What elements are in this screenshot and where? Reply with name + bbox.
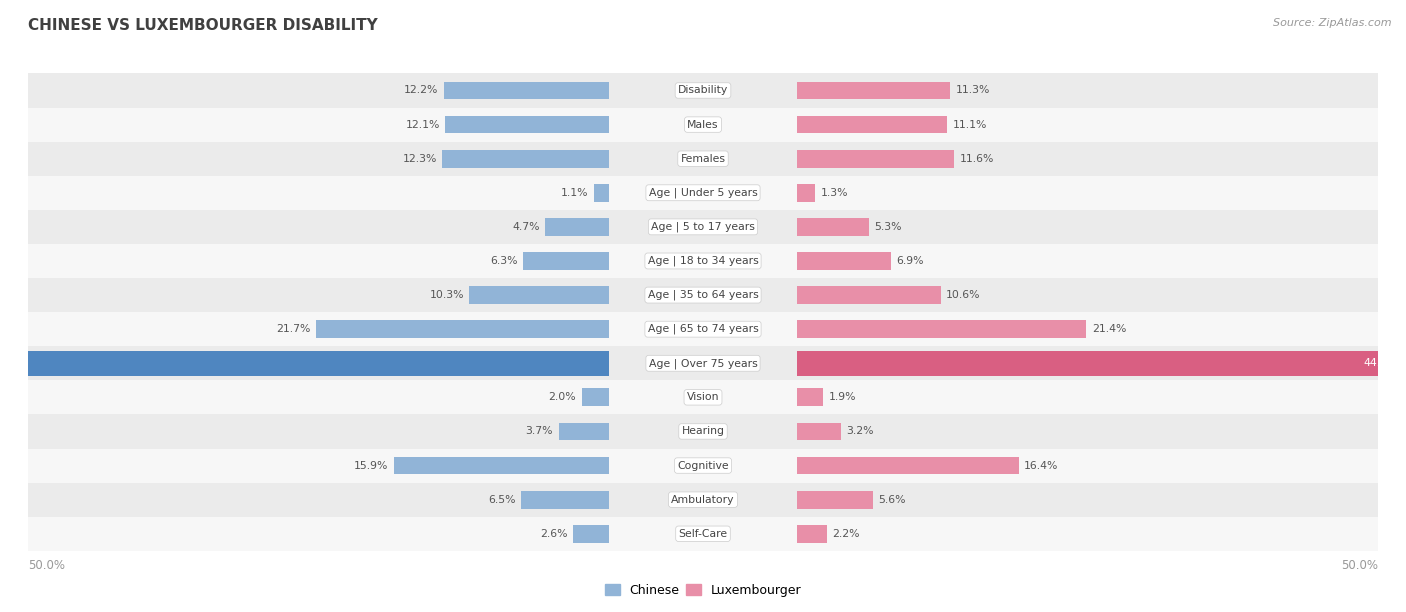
Bar — [797, 116, 948, 133]
Text: 3.2%: 3.2% — [846, 427, 873, 436]
Bar — [797, 286, 941, 304]
Bar — [797, 184, 815, 201]
Text: 15.9%: 15.9% — [354, 461, 388, 471]
Text: 44.8%: 44.8% — [1364, 358, 1398, 368]
Text: 1.1%: 1.1% — [561, 188, 588, 198]
Bar — [0, 351, 609, 376]
Text: 6.5%: 6.5% — [488, 494, 516, 505]
Text: 12.1%: 12.1% — [405, 119, 440, 130]
Text: 5.6%: 5.6% — [879, 494, 905, 505]
Text: 50.0%: 50.0% — [1341, 559, 1378, 572]
Text: Hearing: Hearing — [682, 427, 724, 436]
Text: Ambulatory: Ambulatory — [671, 494, 735, 505]
Text: Age | 18 to 34 years: Age | 18 to 34 years — [648, 256, 758, 266]
Text: 2.6%: 2.6% — [540, 529, 568, 539]
Bar — [593, 184, 609, 201]
Text: Females: Females — [681, 154, 725, 163]
Bar — [797, 150, 955, 168]
Bar — [394, 457, 609, 474]
Bar — [574, 525, 609, 543]
Bar — [797, 525, 827, 543]
Text: Source: ZipAtlas.com: Source: ZipAtlas.com — [1274, 18, 1392, 28]
Text: Age | Over 75 years: Age | Over 75 years — [648, 358, 758, 368]
Text: 12.3%: 12.3% — [402, 154, 437, 163]
Text: 6.3%: 6.3% — [491, 256, 517, 266]
FancyBboxPatch shape — [28, 312, 1378, 346]
Text: Males: Males — [688, 119, 718, 130]
Bar — [315, 320, 609, 338]
Bar — [444, 81, 609, 99]
Bar — [797, 457, 1019, 474]
Text: 16.4%: 16.4% — [1024, 461, 1059, 471]
Bar — [443, 150, 609, 168]
FancyBboxPatch shape — [28, 483, 1378, 517]
Bar — [797, 81, 950, 99]
Text: 1.9%: 1.9% — [828, 392, 856, 402]
Legend: Chinese, Luxembourger: Chinese, Luxembourger — [599, 579, 807, 602]
Bar — [546, 218, 609, 236]
FancyBboxPatch shape — [28, 176, 1378, 210]
FancyBboxPatch shape — [28, 73, 1378, 108]
Bar — [797, 423, 841, 440]
Text: Vision: Vision — [686, 392, 720, 402]
Bar — [520, 491, 609, 509]
Text: Disability: Disability — [678, 86, 728, 95]
Text: 21.4%: 21.4% — [1091, 324, 1126, 334]
FancyBboxPatch shape — [28, 414, 1378, 449]
FancyBboxPatch shape — [28, 278, 1378, 312]
Text: 12.2%: 12.2% — [404, 86, 439, 95]
Text: 10.6%: 10.6% — [946, 290, 980, 300]
Text: 6.9%: 6.9% — [896, 256, 924, 266]
Bar — [558, 423, 609, 440]
Text: Age | 5 to 17 years: Age | 5 to 17 years — [651, 222, 755, 232]
FancyBboxPatch shape — [28, 380, 1378, 414]
Text: 3.7%: 3.7% — [526, 427, 553, 436]
Text: 2.0%: 2.0% — [548, 392, 576, 402]
FancyBboxPatch shape — [28, 346, 1378, 380]
Text: 11.6%: 11.6% — [959, 154, 994, 163]
Text: 1.3%: 1.3% — [821, 188, 848, 198]
Text: 10.3%: 10.3% — [430, 290, 464, 300]
Text: 11.3%: 11.3% — [956, 86, 990, 95]
Text: CHINESE VS LUXEMBOURGER DISABILITY: CHINESE VS LUXEMBOURGER DISABILITY — [28, 18, 378, 34]
Text: Self-Care: Self-Care — [679, 529, 727, 539]
Text: 5.3%: 5.3% — [875, 222, 901, 232]
Bar — [797, 218, 869, 236]
Text: Cognitive: Cognitive — [678, 461, 728, 471]
Text: 2.2%: 2.2% — [832, 529, 860, 539]
Bar — [582, 389, 609, 406]
Text: 4.7%: 4.7% — [512, 222, 540, 232]
Bar — [797, 351, 1402, 376]
Bar — [797, 320, 1087, 338]
Text: Age | 35 to 64 years: Age | 35 to 64 years — [648, 290, 758, 300]
Text: Age | Under 5 years: Age | Under 5 years — [648, 187, 758, 198]
Bar — [797, 389, 823, 406]
FancyBboxPatch shape — [28, 210, 1378, 244]
FancyBboxPatch shape — [28, 108, 1378, 141]
Bar — [797, 252, 890, 270]
Text: 50.0%: 50.0% — [28, 559, 65, 572]
FancyBboxPatch shape — [28, 141, 1378, 176]
Bar — [470, 286, 609, 304]
Bar — [797, 491, 873, 509]
FancyBboxPatch shape — [28, 244, 1378, 278]
Bar — [446, 116, 609, 133]
Text: Age | 65 to 74 years: Age | 65 to 74 years — [648, 324, 758, 334]
Bar — [523, 252, 609, 270]
Text: 21.7%: 21.7% — [276, 324, 311, 334]
FancyBboxPatch shape — [28, 517, 1378, 551]
FancyBboxPatch shape — [28, 449, 1378, 483]
Text: 11.1%: 11.1% — [953, 119, 987, 130]
